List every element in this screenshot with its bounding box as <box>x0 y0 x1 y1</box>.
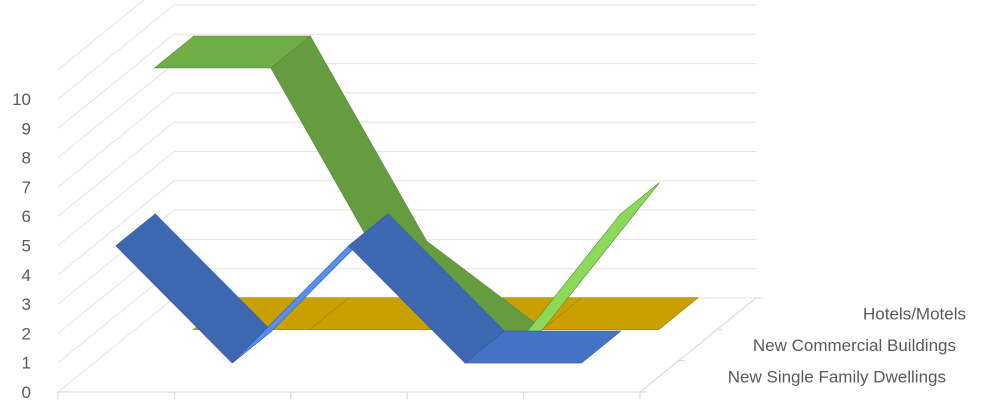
gridline <box>57 0 145 71</box>
gridline <box>57 33 756 129</box>
y-axis-ticks: 0 1 2 3 4 5 6 7 8 9 10 <box>12 90 31 402</box>
gridline <box>57 151 756 246</box>
series-labels: Hotels/Motels New Commercial Buildings N… <box>728 305 966 387</box>
series-ribbon <box>115 213 622 364</box>
y-tick-3: 3 <box>22 295 31 314</box>
floor <box>57 297 762 399</box>
gridline <box>57 4 756 100</box>
series-label-hotels: Hotels/Motels <box>863 305 966 324</box>
gridline <box>57 209 756 305</box>
y-tick-4: 4 <box>22 266 31 285</box>
depth-axis-line <box>639 297 757 393</box>
gridline <box>57 180 756 276</box>
y-tick-9: 9 <box>22 119 31 138</box>
y-tick-8: 8 <box>22 149 31 168</box>
series-segment <box>115 213 273 364</box>
gridline <box>57 92 756 188</box>
y-tick-6: 6 <box>22 207 31 226</box>
y-tick-2: 2 <box>22 324 31 343</box>
y-tick-5: 5 <box>22 237 31 256</box>
y-tick-10: 10 <box>12 90 31 109</box>
gridline <box>57 121 756 217</box>
series-label-commercial: New Commercial Buildings <box>753 336 956 355</box>
y-tick-1: 1 <box>22 354 31 373</box>
series-segment <box>464 330 622 364</box>
series-ribbons <box>115 35 700 364</box>
gridlines <box>57 0 756 393</box>
series-segment <box>541 297 700 330</box>
y-tick-7: 7 <box>22 178 31 197</box>
gridline <box>57 63 756 158</box>
series-label-single-family: New Single Family Dwellings <box>728 367 946 386</box>
y-tick-0: 0 <box>22 383 31 402</box>
